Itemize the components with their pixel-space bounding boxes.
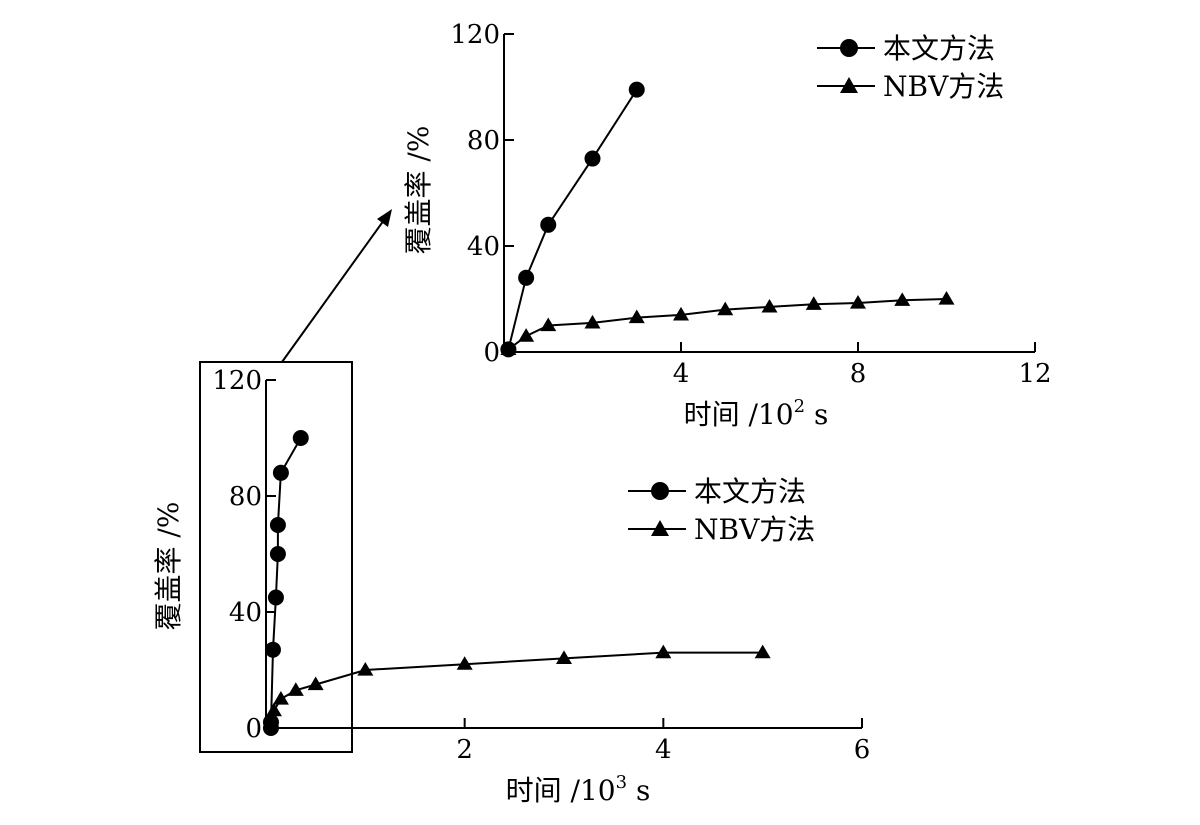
x-axis-label-unit: s [805,398,828,431]
data-point [655,644,672,659]
data-point [267,589,284,606]
y-tick-label: 120 [212,366,262,396]
x-axis-label-exponent: 3 [616,772,627,793]
x-tick-label: 2 [456,735,473,765]
x-tick-label: 4 [673,359,690,389]
data-point [717,301,734,316]
data-point [938,291,955,305]
data-point [287,682,304,696]
legend-label: 本文方法 [883,32,995,65]
data-point [754,644,771,659]
data-point [292,430,309,446]
x-axis-label-unit: s [627,774,650,807]
data-point [518,328,535,342]
x-tick-label: 6 [854,735,871,765]
y-tick-label: 0 [245,714,262,744]
series-line [270,651,763,723]
x-axis-label-exponent: 2 [794,396,805,417]
data-point [265,702,282,717]
x-axis-label-text: 时间 /10 [684,398,794,431]
x-tick-label: 8 [850,359,867,389]
x-axis-label: 时间 /103 s [506,772,651,807]
legend-marker [651,482,669,500]
data-point [307,676,324,691]
data-point [584,314,601,329]
legend-label: 本文方法 [694,475,806,508]
zoom-box [199,361,353,753]
data-point [518,269,535,286]
data-point [264,641,281,658]
y-axis-label: 覆盖率 /% [152,502,185,631]
x-axis-label-text: 时间 /10 [506,774,616,807]
y-tick-label: 80 [229,482,262,512]
legend-marker [651,520,669,536]
data-point [540,317,557,332]
y-tick-label: 80 [467,126,500,156]
zoom-arrow [281,219,385,363]
series-line [507,89,638,350]
zoom-arrowhead [377,209,392,227]
legend-label: NBV方法 [883,70,1004,103]
data-point [894,292,911,306]
y-tick-label: 0 [483,338,500,368]
y-axis-label: 覆盖率 /% [402,126,435,255]
data-point [269,546,286,562]
data-point [272,691,289,705]
data-point [272,464,289,481]
data-point [628,81,645,98]
data-point [850,294,866,309]
x-tick-label: 12 [1018,359,1051,389]
data-point [805,296,822,310]
data-point [673,306,689,321]
y-tick-label: 40 [229,598,262,628]
legend-label: NBV方法 [694,513,815,546]
legend-marker [840,77,858,93]
data-point [540,216,557,233]
data-point [584,150,601,167]
x-tick-label: 4 [655,735,672,765]
legend-marker [840,39,858,57]
data-point [456,656,473,670]
data-point [269,517,286,533]
data-point [628,309,645,324]
data-point [761,298,778,313]
y-tick-label: 40 [467,232,500,262]
data-point [357,662,374,676]
x-axis-label: 时间 /102 s [684,396,829,431]
y-tick-label: 120 [450,20,500,50]
data-point [556,650,572,664]
data-point [262,714,279,728]
data-point [500,341,517,355]
